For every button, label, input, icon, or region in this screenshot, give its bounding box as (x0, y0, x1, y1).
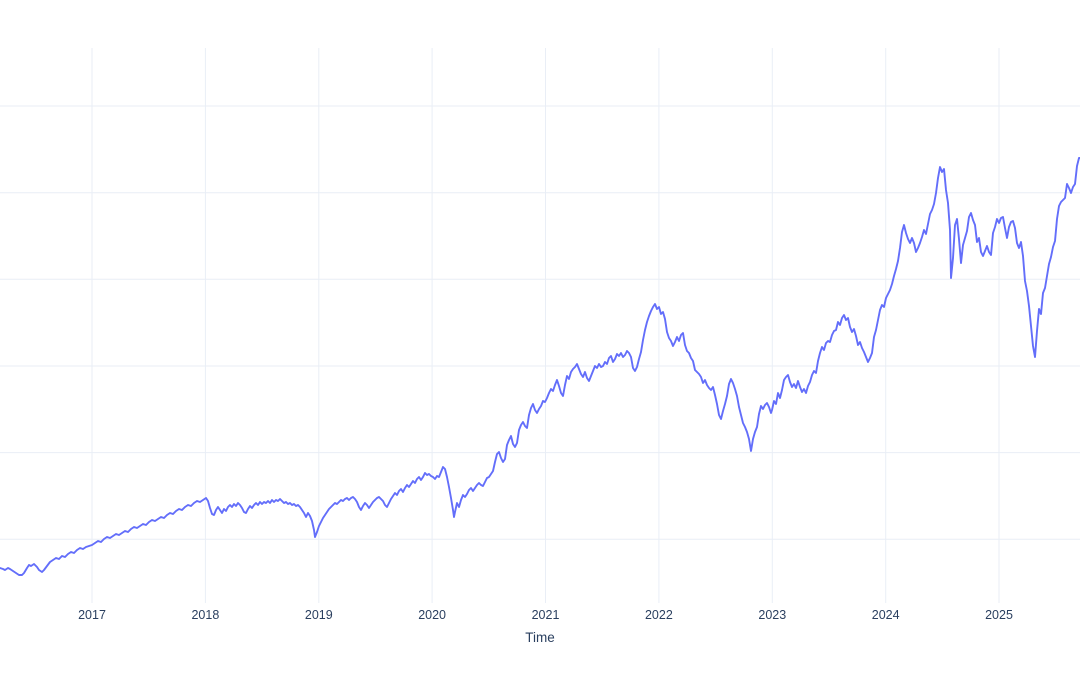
x-axis-tick-labels: 2017 2018 2019 2020 2021 2022 2023 2024 2025 (78, 608, 1013, 622)
horizontal-gridlines (0, 105, 1080, 540)
x-tick-label-2024: 2024 (872, 608, 900, 622)
vertical-gridlines (91, 48, 1000, 603)
x-tick-label-2020: 2020 (418, 608, 446, 622)
x-tick-label-2022: 2022 (645, 608, 673, 622)
x-tick-label-2025: 2025 (985, 608, 1013, 622)
x-tick-label-2019: 2019 (305, 608, 333, 622)
x-axis-title: Time (525, 630, 555, 645)
x-tick-label-2018: 2018 (191, 608, 219, 622)
x-tick-label-2023: 2023 (758, 608, 786, 622)
x-tick-label-2017: 2017 (78, 608, 106, 622)
price-line-series (0, 157, 1080, 576)
x-tick-label-2021: 2021 (532, 608, 560, 622)
